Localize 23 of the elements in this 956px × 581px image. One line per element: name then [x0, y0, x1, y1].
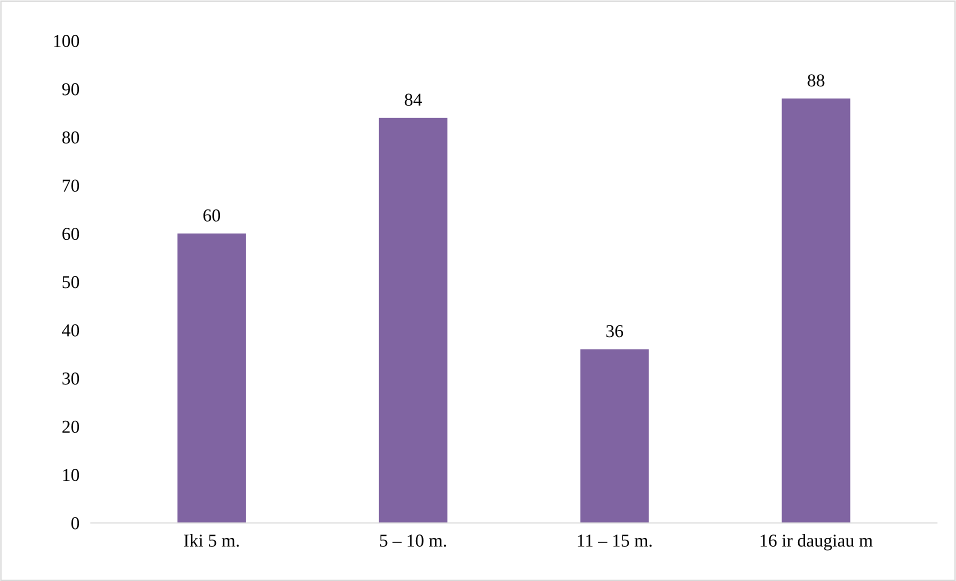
y-tick-label: 40: [62, 324, 80, 336]
y-tick-label: 0: [71, 517, 80, 530]
data-label: 84: [404, 94, 422, 106]
y-tick-label: 50: [62, 276, 80, 288]
y-tick-label: 20: [62, 420, 80, 433]
data-label: 88: [808, 74, 824, 87]
x-tick-label: 16 ir daugiau m: [760, 534, 873, 550]
bar: [378, 118, 448, 523]
bar: [580, 349, 649, 523]
y-tick-label: 10: [63, 468, 80, 482]
y-tick-label: 80: [62, 131, 80, 144]
data-label: 60: [203, 209, 220, 222]
y-tick-label: 90: [62, 83, 80, 96]
bar: [177, 234, 246, 523]
data-label: 36: [606, 325, 624, 338]
x-tick-label: 11 – 15 m.: [578, 534, 652, 547]
x-tick-label: Iki 5 m.: [184, 534, 239, 547]
x-tick-label: 5 – 10 m.: [380, 534, 446, 547]
y-tick-label: 30: [62, 372, 80, 385]
y-tick-label: 100: [54, 34, 80, 48]
y-tick-label: 60: [62, 228, 80, 240]
y-tick-label: 70: [62, 180, 80, 192]
bar: [782, 98, 850, 523]
